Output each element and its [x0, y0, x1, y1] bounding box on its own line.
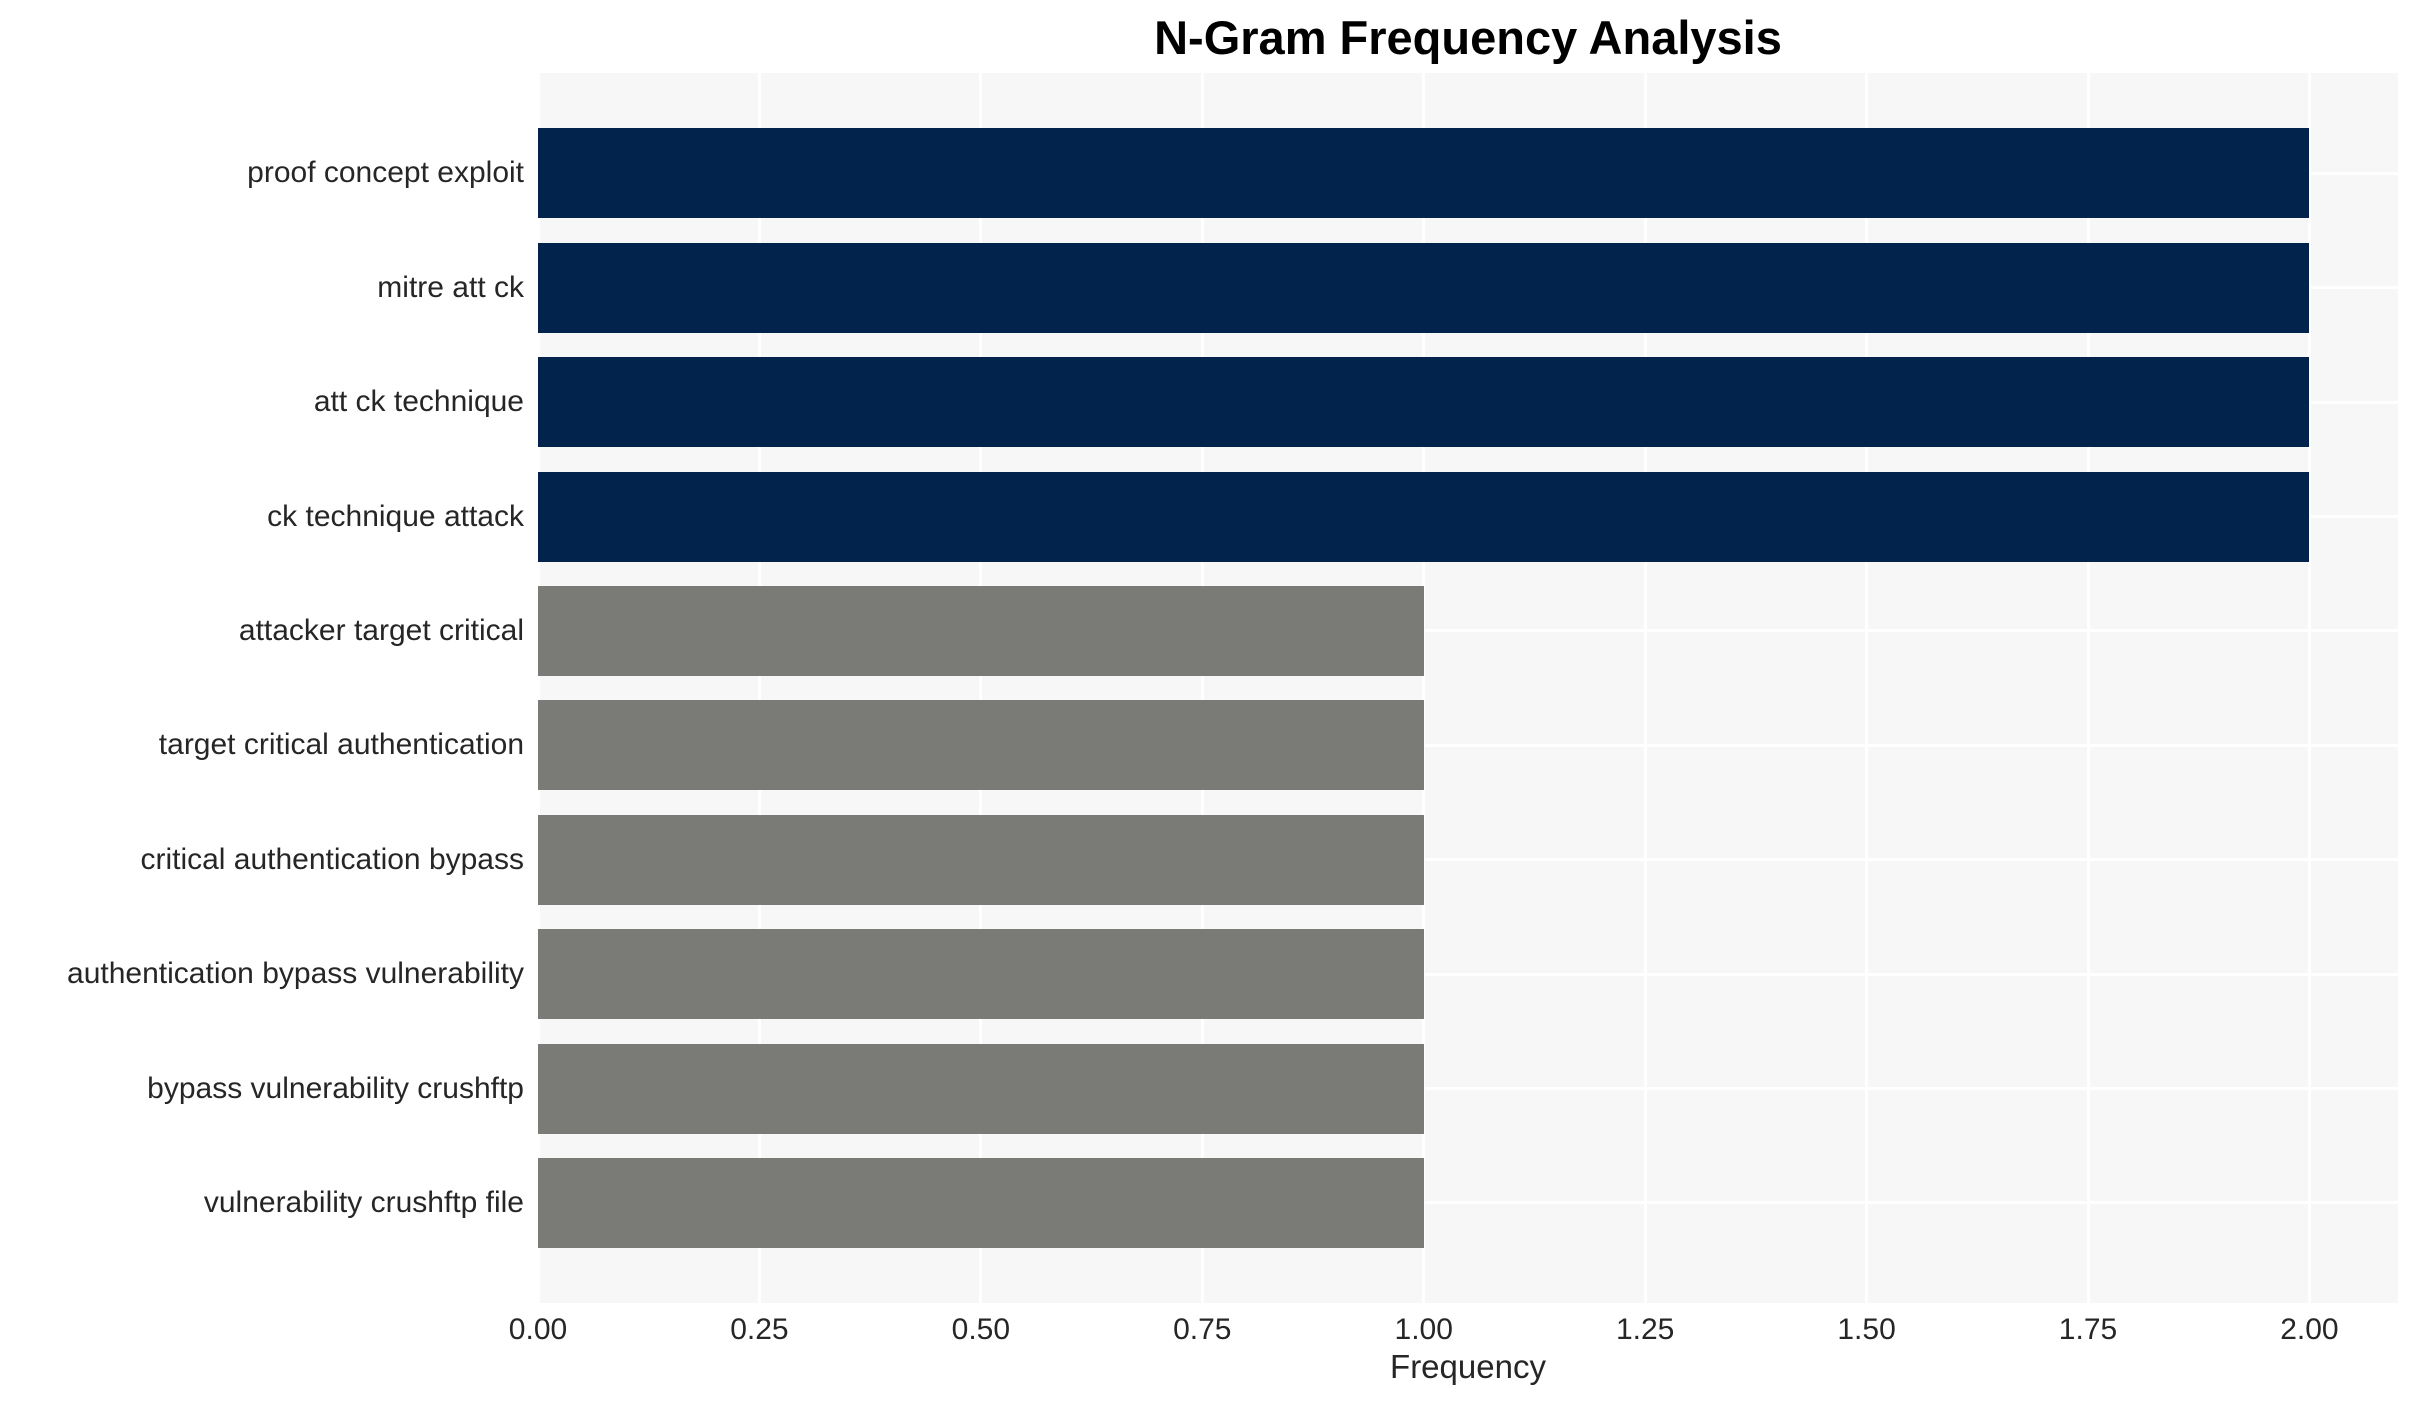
x-axis-label: Frequency [1390, 1348, 1546, 1385]
y-tick-label: critical authentication bypass [140, 842, 524, 876]
gridline-horizontal [538, 743, 2398, 747]
y-tick-label: mitre att ck [377, 270, 524, 304]
gridline-vertical [1865, 73, 1869, 1303]
bar-ck-technique-attack [538, 471, 2310, 562]
gridline-vertical [2307, 73, 2311, 1303]
x-tick-label: 0.25 [730, 1313, 789, 1346]
x-tick-label: 1.25 [1615, 1313, 1675, 1346]
y-tick-label: vulnerability crushftp file [203, 1185, 524, 1219]
x-tick-label: 0.50 [951, 1313, 1011, 1346]
gridline-vertical [538, 73, 540, 1303]
gridline-horizontal [538, 972, 2398, 976]
gridline-horizontal [538, 858, 2398, 862]
y-tick-label: target critical authentication [158, 728, 524, 762]
bar-proof-concept-exploit [538, 128, 2310, 219]
gridline-vertical [757, 73, 761, 1303]
y-tick-label: attacker target critical [238, 613, 524, 647]
gridline-vertical [1200, 73, 1204, 1303]
gridline-horizontal [538, 1201, 2398, 1205]
y-tick-label: proof concept exploit [247, 156, 524, 190]
x-tick-label: 2.00 [2280, 1313, 2339, 1346]
bar-bypass-vulnerability-crushftp [538, 1043, 1424, 1134]
gridline-vertical [1422, 73, 1426, 1303]
gridline-vertical [2086, 73, 2090, 1303]
plot-area [538, 73, 2398, 1303]
y-tick-label: bypass vulnerability crushftp [147, 1071, 524, 1105]
gridline-vertical [1643, 73, 1647, 1303]
x-tick-label: 0.75 [1173, 1313, 1232, 1346]
bar-att-ck-technique [538, 357, 2310, 448]
gridline-vertical [979, 73, 983, 1303]
y-tick-label: authentication bypass vulnerability [67, 957, 524, 991]
bar-mitre-att-ck [538, 242, 2310, 333]
gridline-horizontal [538, 629, 2398, 633]
x-tick-label: 0.00 [508, 1313, 568, 1346]
bar-attacker-target-critical [538, 585, 1424, 676]
gridline-horizontal [538, 1087, 2398, 1090]
bar-target-critical-authentication [538, 700, 1424, 791]
y-tick-label: att ck technique [313, 385, 524, 419]
bar-authentication-bypass-vulnerability [538, 929, 1424, 1020]
y-tick-label: ck technique attack [267, 499, 524, 533]
x-tick-label: 1.75 [2058, 1313, 2118, 1346]
chart-title: N-Gram Frequency Analysis [1154, 11, 1782, 64]
bar-critical-authentication-bypass [538, 814, 1424, 905]
x-tick-label: 1.00 [1394, 1313, 1453, 1346]
bar-vulnerability-crushftp-file [538, 1157, 1424, 1248]
x-tick-label: 1.50 [1837, 1313, 1896, 1346]
